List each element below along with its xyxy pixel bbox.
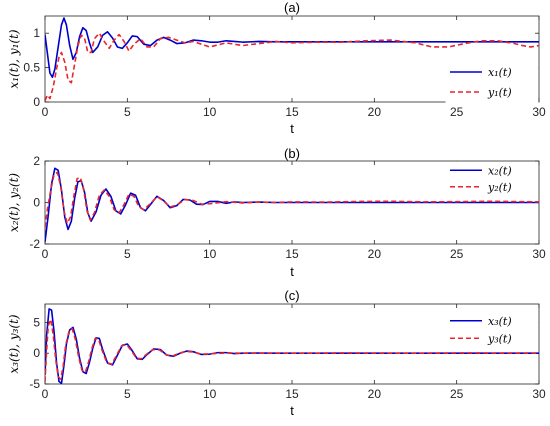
x-tick-label: 15 (285, 105, 299, 119)
x-tick-label: 10 (203, 387, 217, 401)
x-tick-label: 25 (450, 387, 464, 401)
series-line-y3 (45, 318, 539, 382)
x-tick-label: 5 (124, 387, 131, 401)
x-tick-label: 0 (42, 105, 49, 119)
x-tick-label: 5 (124, 247, 131, 261)
y-tick-label: 1 (33, 26, 40, 40)
x-tick-label: 10 (203, 105, 217, 119)
panel-1: 0 5 10 15 20 25 30 0 0.5 1 (a) t x₁(t), y₁(t) x₁(t) y₁… (7, 0, 546, 136)
x-axis-label: t (290, 264, 294, 279)
panel-title: (b) (284, 146, 300, 161)
series-line-y1 (45, 32, 539, 101)
y-tick-label: 0 (33, 346, 40, 360)
legend-label: y₂(t) (487, 181, 512, 194)
y-tick-label: 0.5 (23, 61, 40, 75)
plot-area (45, 17, 539, 101)
legend-box (445, 311, 539, 348)
legend-label: y₃(t) (487, 332, 512, 345)
x-tick-label: 10 (203, 247, 217, 261)
x-tick-label: 20 (368, 387, 382, 401)
legend: x₃(t) y₃(t) (445, 311, 539, 348)
x-tick-label: 30 (532, 387, 546, 401)
plot-area (45, 167, 539, 243)
legend-label: x₃(t) (488, 315, 512, 328)
series-line-x1 (45, 17, 539, 79)
x-tick-label: 30 (532, 247, 546, 261)
x-axis-label: t (290, 403, 294, 418)
x-tick-label: 15 (285, 387, 299, 401)
y-axis-label: x₂(t), y₂(t) (7, 173, 21, 232)
x-tick-label: 20 (368, 105, 382, 119)
x-tick-label: 15 (285, 247, 299, 261)
series-line-x2 (45, 167, 539, 243)
legend-label: x₁(t) (488, 66, 512, 79)
x-tick-label: 20 (368, 247, 382, 261)
x-tick-label: 0 (42, 387, 49, 401)
y-tick-label: -5 (29, 377, 40, 391)
legend: x₁(t) y₁(t) (445, 61, 539, 103)
y-tick-label: -2 (29, 237, 40, 251)
legend-label: x₂(t) (488, 164, 512, 177)
panel-title: (c) (284, 288, 299, 303)
x-tick-label: 5 (124, 105, 131, 119)
y-tick-label: 0 (33, 196, 40, 210)
panel-3: 0 5 10 15 20 25 30-505(c)tx₃(t), y₃(t) x₃(t)y₃(… (7, 288, 546, 418)
plot-area (45, 308, 539, 384)
y-tick-label: 2 (33, 154, 40, 168)
legend-box (445, 61, 539, 103)
x-tick-label: 0 (42, 247, 49, 261)
legend-label: y₁(t) (487, 86, 512, 99)
x-axis-label: t (290, 121, 294, 136)
x-tick-label: 25 (450, 105, 464, 119)
y-tick-label: 5 (33, 315, 40, 329)
y-axis-label: x₁(t), y₁(t) (7, 29, 21, 88)
panel-title: (a) (284, 0, 300, 15)
series-line-y2 (45, 171, 539, 228)
y-axis-label: x₃(t), y₃(t) (7, 314, 21, 373)
y-tick-label: 0 (33, 95, 40, 109)
legend: x₂(t) y₂(t) (445, 161, 539, 196)
legend-box (445, 161, 539, 196)
x-tick-label: 30 (532, 105, 546, 119)
x-tick-label: 25 (450, 247, 464, 261)
panel-2: 0 5 10 15 20 25 30-202 (b)tx₂(t), y₂(t)x₂(t)y₂(… (7, 146, 546, 279)
